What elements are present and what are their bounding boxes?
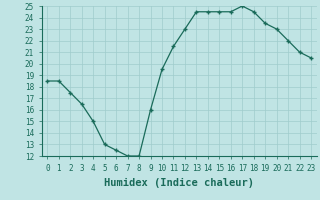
X-axis label: Humidex (Indice chaleur): Humidex (Indice chaleur)	[104, 178, 254, 188]
